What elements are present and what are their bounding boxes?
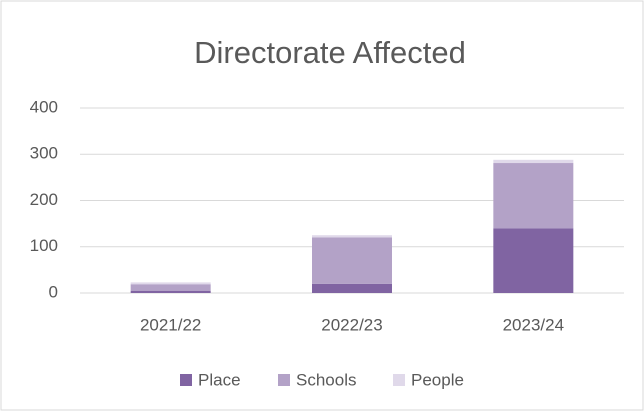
legend-label: People (411, 370, 464, 389)
legend-swatch (393, 374, 405, 386)
y-tick-label: 300 (30, 144, 58, 163)
bar-segment (493, 228, 574, 293)
x-tick-label: 2021/22 (140, 315, 201, 334)
bar-segment (312, 235, 392, 238)
bar-segment (312, 237, 392, 284)
bar-segment (493, 159, 574, 164)
chart-title: Directorate Affected (194, 35, 466, 70)
y-tick-label: 100 (30, 236, 58, 255)
x-tick-label: 2022/23 (321, 315, 382, 334)
bar-segment (493, 163, 574, 229)
bar-segment (312, 283, 392, 293)
bar-segment (130, 284, 211, 291)
y-tick-label: 0 (49, 282, 58, 301)
legend-label: Schools (296, 370, 356, 389)
legend-swatch (180, 374, 192, 386)
legend-swatch (278, 374, 290, 386)
bar-segment (130, 290, 211, 293)
y-tick-label: 400 (30, 97, 58, 116)
x-tick-label: 2023/24 (503, 315, 564, 334)
legend-label: Place (198, 370, 241, 389)
y-tick-label: 200 (30, 190, 58, 209)
bar-segment (130, 282, 211, 285)
